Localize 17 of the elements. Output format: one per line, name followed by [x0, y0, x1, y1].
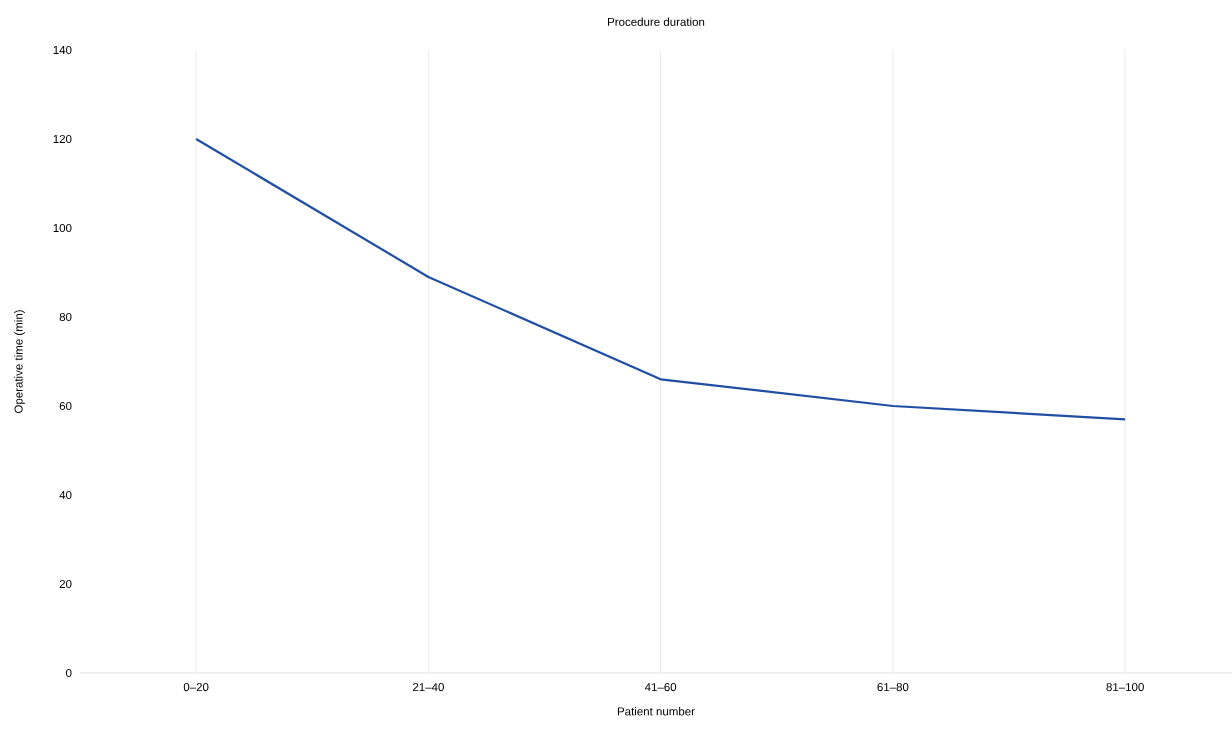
line-series — [195, 137, 1127, 421]
y-tick-label: 80 — [59, 312, 72, 322]
y-tick-label: 140 — [53, 45, 72, 55]
x-tick-label: 0–20 — [183, 683, 209, 692]
y-tick-label: 40 — [59, 490, 72, 500]
y-axis-title: Operative time (min) — [14, 310, 25, 414]
x-tick-label: 41–60 — [644, 683, 677, 692]
x-tick-label: 21–40 — [412, 683, 444, 692]
x-axis-title: Patient number — [617, 707, 695, 716]
y-tick-label: 120 — [53, 134, 72, 144]
x-tick-label: 61–80 — [877, 683, 909, 692]
y-tick-label: 60 — [59, 401, 72, 411]
chart-title: Procedure duration — [608, 17, 705, 26]
x-tick-label: 81–100 — [1106, 683, 1144, 692]
y-tick-label: 20 — [59, 579, 72, 589]
y-tick-label: 100 — [53, 223, 72, 233]
y-tick-label: 0 — [66, 668, 72, 678]
